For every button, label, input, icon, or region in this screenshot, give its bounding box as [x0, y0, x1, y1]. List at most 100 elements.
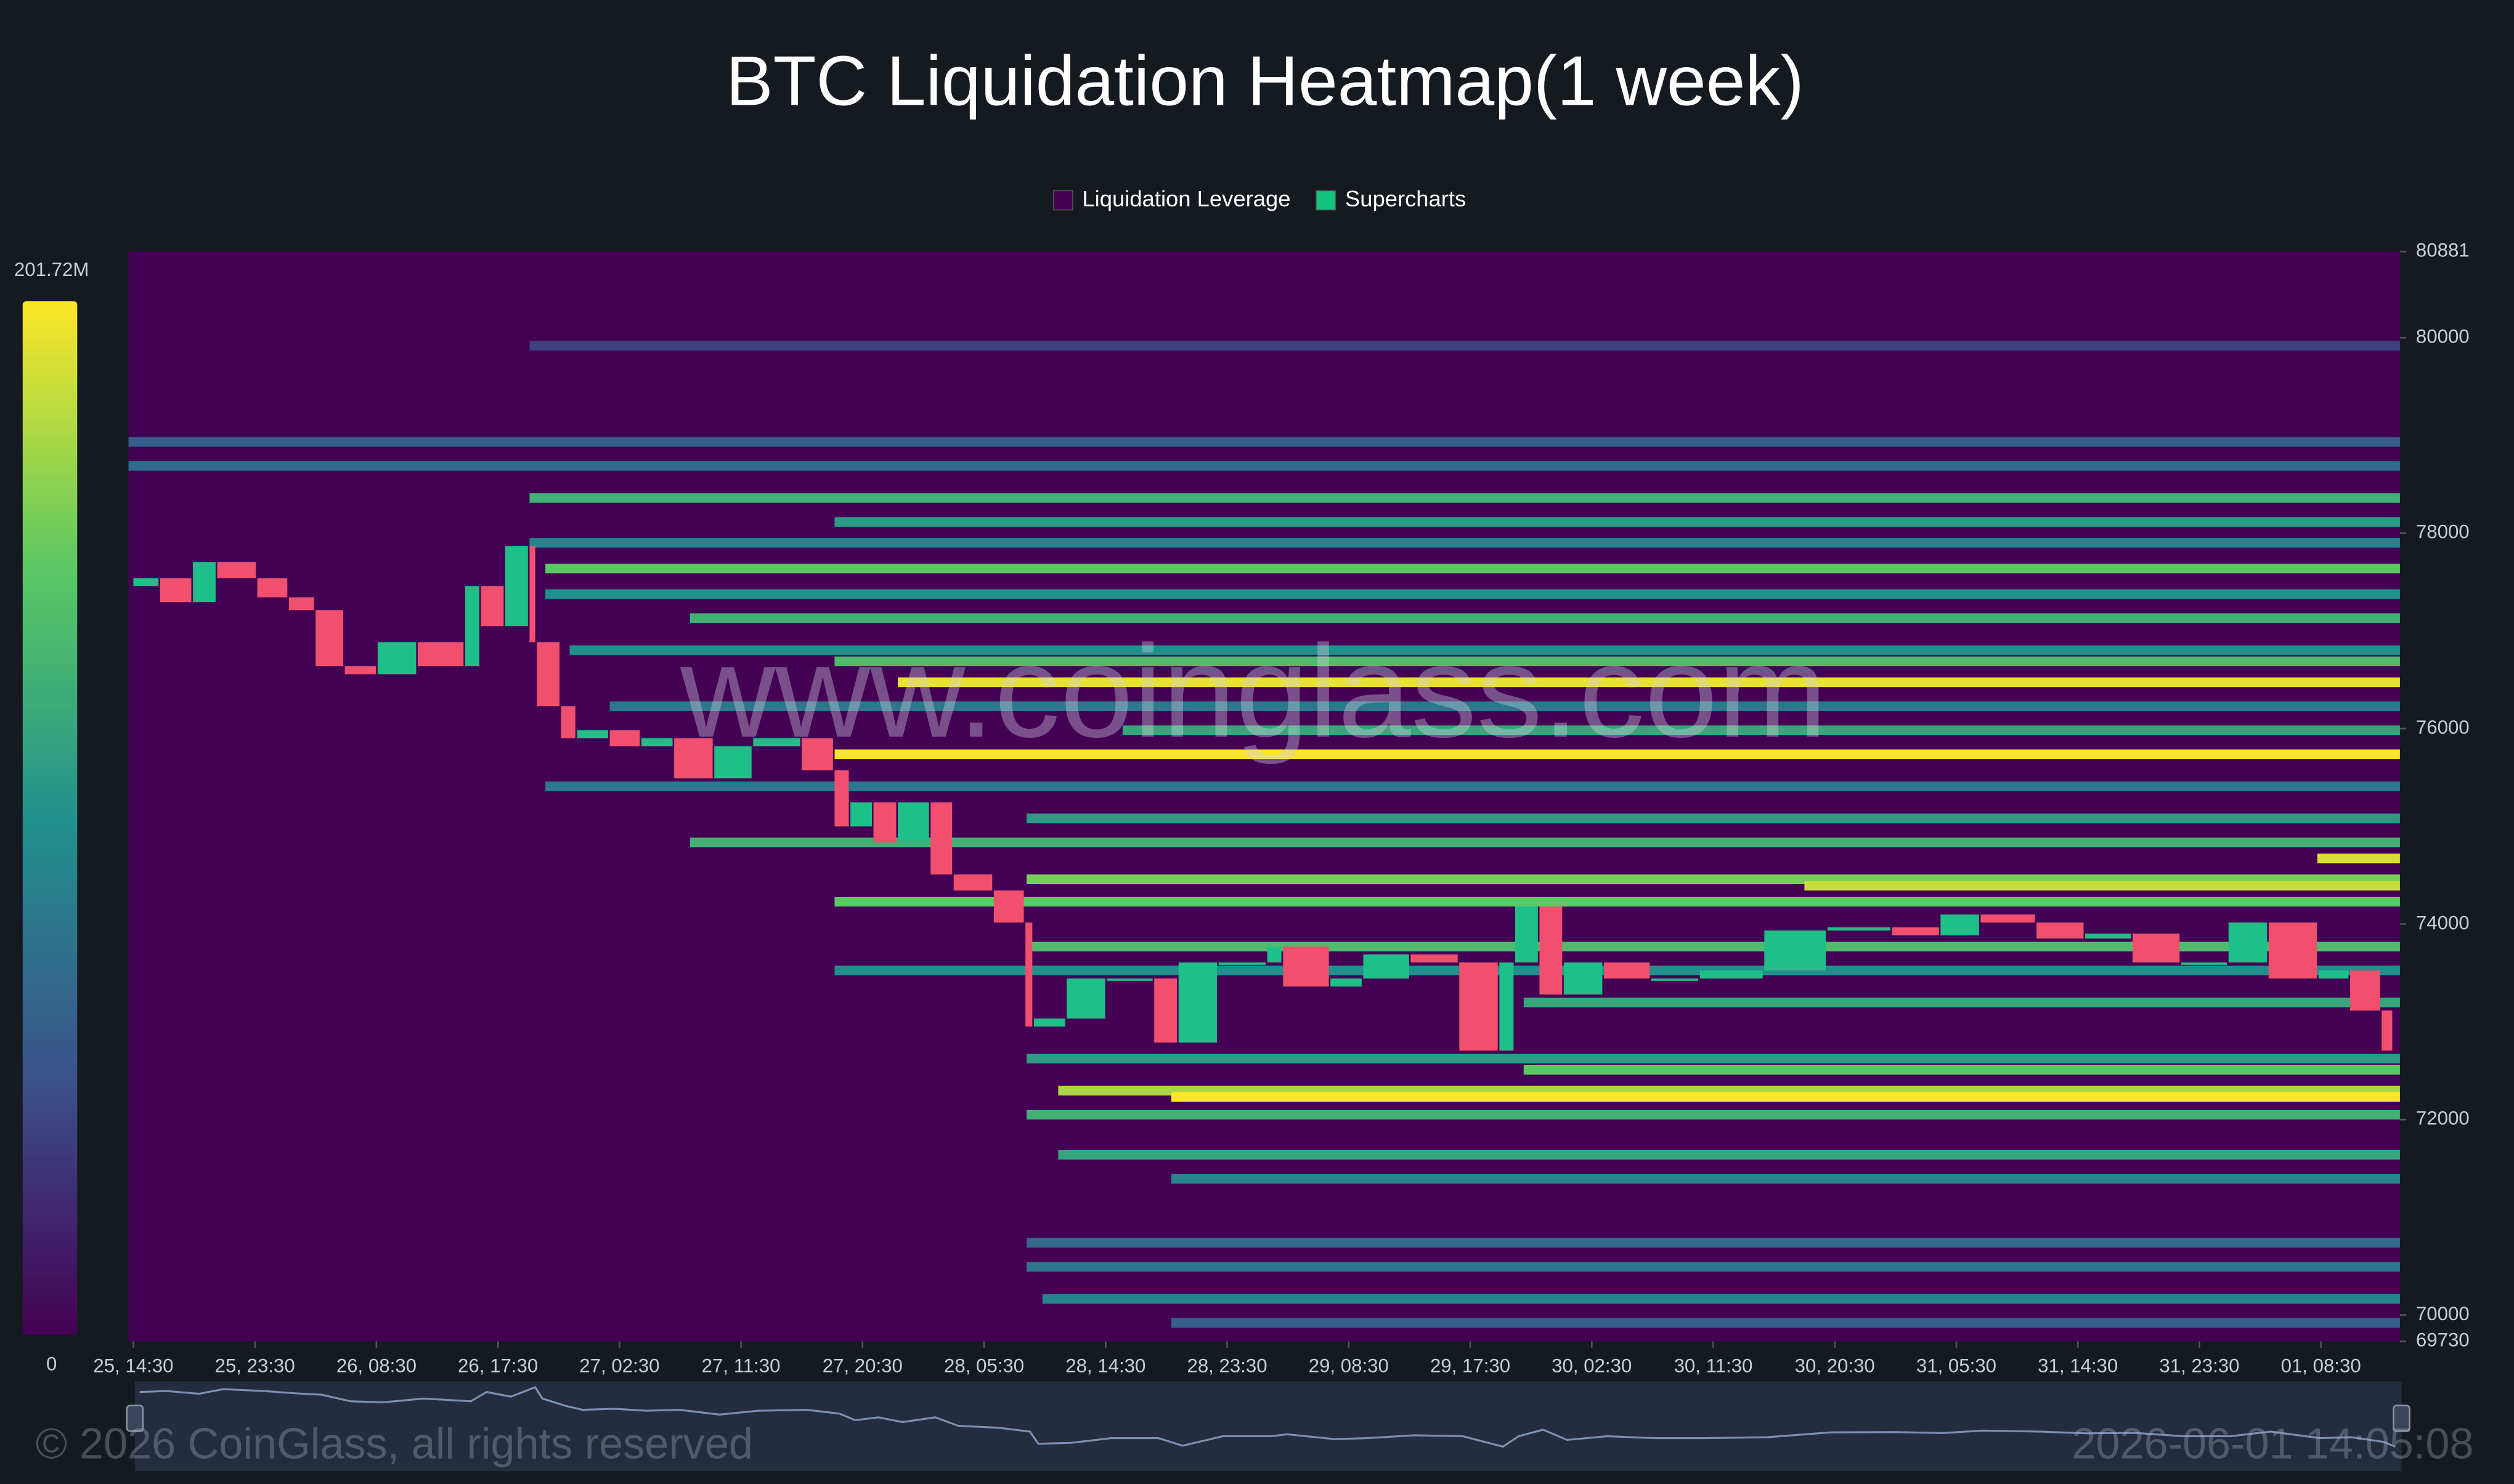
price-candle [217, 562, 256, 578]
price-candle [1283, 946, 1329, 987]
plot-background [128, 251, 2400, 1342]
navigator-handle [2393, 1405, 2410, 1432]
price-candle [377, 642, 417, 675]
price-candle [193, 562, 216, 602]
colorbar [22, 301, 78, 1336]
price-candle [1764, 930, 1826, 971]
price-candle [1892, 927, 1939, 936]
heat-band [834, 749, 2400, 760]
heat-band [1804, 880, 2400, 891]
legend-swatch [1316, 190, 1336, 211]
price-candle [1980, 914, 2035, 923]
heat-band [2317, 853, 2400, 864]
price-candle [873, 802, 897, 843]
heat-band [1027, 1262, 2400, 1272]
price-candle [1067, 978, 1105, 1019]
price-candle [1267, 946, 1282, 963]
x-tick-label: 28, 23:30 [1187, 1355, 1267, 1376]
price-candle [641, 738, 673, 747]
y-tick-label: 78000 [2416, 521, 2470, 543]
heat-band [1171, 1092, 2400, 1102]
price-candle [561, 706, 576, 739]
price-candle [1363, 954, 1409, 979]
chart-title: BTC Liquidation Heatmap(1 week) [726, 42, 1804, 121]
x-tick-label: 26, 08:30 [336, 1355, 417, 1376]
price-candle [1603, 962, 1650, 979]
price-candle [529, 546, 535, 643]
price-candle [344, 666, 376, 675]
x-tick-label: 30, 11:30 [1674, 1355, 1753, 1376]
price-candle [993, 890, 1024, 923]
heat-band [609, 701, 2400, 712]
heat-band [1027, 941, 2400, 952]
heat-band [529, 538, 2400, 548]
heat-band [545, 781, 2400, 792]
legend-swatch [1052, 190, 1073, 211]
heat-band [834, 517, 2400, 527]
x-tick-label: 27, 20:30 [823, 1355, 903, 1376]
navigator-line [139, 1385, 2396, 1448]
y-tick-label: 80000 [2416, 325, 2470, 347]
price-candle [1499, 962, 1514, 1051]
price-candle [753, 738, 800, 747]
x-tick-label: 01, 08:30 [2281, 1355, 2361, 1376]
heat-band [690, 837, 2400, 848]
price-candle [417, 642, 464, 667]
heat-band [690, 613, 2400, 623]
heat-band [1027, 1238, 2400, 1248]
colorbar-label: 0 [46, 1353, 57, 1375]
price-candle [2036, 922, 2084, 939]
heat-band [1058, 1149, 2400, 1160]
price-candle [953, 874, 993, 891]
x-tick-label: 30, 20:30 [1795, 1355, 1875, 1376]
price-candle [577, 730, 608, 739]
price-candle [2382, 1010, 2393, 1051]
price-candle [1940, 914, 1979, 936]
x-tick-label: 27, 11:30 [702, 1355, 781, 1376]
x-tick-label: 29, 08:30 [1309, 1355, 1389, 1376]
x-tick-label: 31, 14:30 [2038, 1355, 2118, 1376]
heat-band [569, 645, 2400, 655]
price-candle [1025, 922, 1033, 1027]
price-candle [2350, 970, 2380, 1011]
heat-band [1027, 813, 2400, 824]
y-tick-label: 72000 [2416, 1108, 2470, 1129]
navigator-handle [126, 1405, 144, 1432]
heat-band [128, 461, 2400, 471]
price-candle [1699, 970, 1763, 979]
price-candle [1154, 978, 1178, 1043]
price-candle [1539, 906, 1563, 995]
price-candle [315, 610, 344, 667]
price-candle [1459, 962, 1498, 1051]
price-candle [1515, 906, 1538, 963]
timestamp: 2026-06-01 14:05:08 [2072, 1419, 2473, 1468]
x-tick-label: 26, 17:30 [458, 1355, 538, 1376]
price-candle [2228, 922, 2268, 963]
price-candle [674, 738, 713, 779]
colorbar-label: 201.72M [14, 259, 89, 280]
heat-band [529, 341, 2400, 351]
price-candle [609, 730, 640, 747]
x-tick-label: 28, 05:30 [944, 1355, 1024, 1376]
x-tick-label: 31, 05:30 [1916, 1355, 1996, 1376]
watermark: www.coinglass.com [680, 618, 1827, 765]
x-tick-label: 30, 02:30 [1552, 1355, 1632, 1376]
price-candle [537, 642, 560, 707]
price-candle [465, 586, 479, 667]
y-tick-label: 70000 [2416, 1303, 2470, 1324]
heat-band [128, 437, 2400, 447]
y-tick-label: 69730 [2416, 1329, 2470, 1351]
heat-band [834, 656, 2400, 667]
heat-band [1027, 1053, 2400, 1064]
price-candle [2085, 933, 2131, 939]
heat-band [529, 493, 2400, 503]
x-tick-label: 28, 14:30 [1065, 1355, 1145, 1376]
price-candle [930, 802, 953, 875]
price-candle [1107, 978, 1153, 981]
x-tick-label: 25, 14:30 [93, 1355, 173, 1376]
copyright: © 2026 CoinGlass, all rights reserved [36, 1419, 753, 1468]
price-candle [133, 578, 159, 586]
price-candle [1218, 962, 1266, 965]
